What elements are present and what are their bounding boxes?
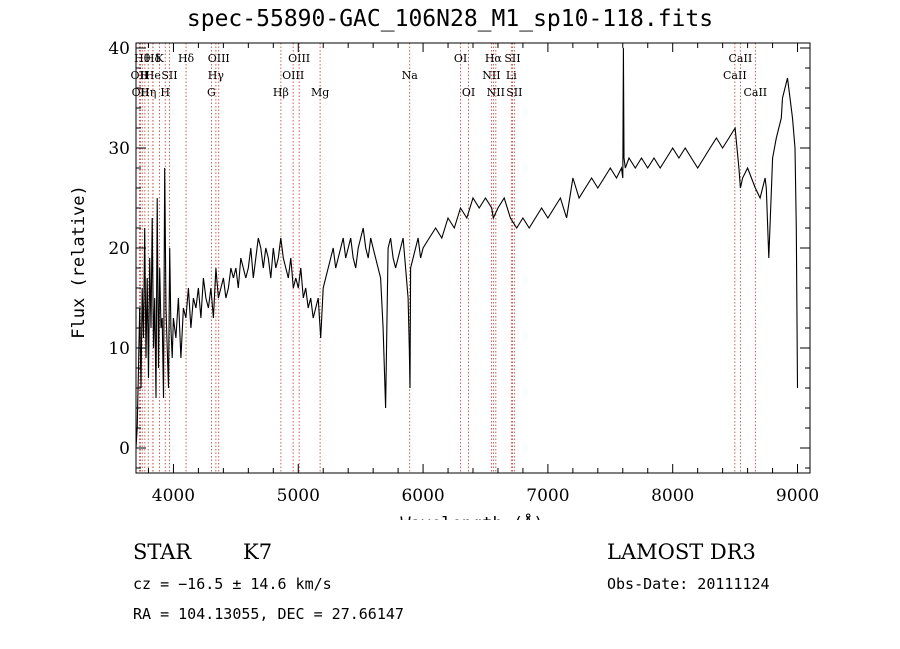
spectrum-line (135, 47, 799, 449)
x-tick-label: 8000 (651, 486, 694, 506)
y-axis-label: Flux (relative) (69, 185, 89, 339)
line-label: Hγ (208, 69, 225, 82)
axes: 4000 5000 6000 7000 8000 9000 0 10 20 30 40 (108, 39, 819, 506)
line-label: OI (462, 86, 475, 99)
line-label: CaII (729, 52, 753, 65)
chart-title: spec-55890-GAC_106N28_M1_sp10-118.fits (186, 6, 714, 32)
line-label: K (155, 52, 164, 65)
line-label: Hα (485, 52, 503, 65)
line-label: He (145, 69, 161, 82)
y-tick-label: 30 (108, 139, 130, 159)
spectral-line-markers (138, 43, 756, 473)
line-label: OIII (288, 52, 310, 65)
line-label: OII (131, 69, 149, 82)
line-label: OIII (208, 52, 230, 65)
x-tick-label: 5000 (277, 486, 320, 506)
line-label: SII (506, 86, 522, 99)
coordinates: RA = 104.13055, DEC = 27.66147 (133, 605, 404, 623)
spectrum-chart: OIIOIIHθHHηHδHeKHSIIHδGHγOIIIHβOIIIOIIIM… (69, 39, 819, 520)
obs-date: Obs-Date: 20111124 (607, 575, 770, 593)
y-tick-label: 20 (108, 239, 130, 259)
line-label: Li (506, 69, 517, 82)
y-tick-label: 10 (108, 339, 130, 359)
line-label: Hη (140, 86, 156, 99)
line-label: CaII (743, 86, 767, 99)
spectral-subclass: K7 (243, 540, 273, 564)
redshift-text: cz = −16.5 ± 14.6 km/s (133, 575, 332, 593)
line-label: Hδ (145, 52, 162, 65)
line-label: CaII (723, 69, 747, 82)
line-label: Hδ (178, 52, 195, 65)
line-label: OI (454, 52, 467, 65)
line-label: SII (504, 52, 520, 65)
line-label: Na (402, 69, 419, 82)
y-tick-label: 0 (119, 439, 130, 459)
line-label: OIII (282, 69, 304, 82)
x-axis-label: Wavelength (Å) (400, 512, 543, 520)
line-label: SII (161, 69, 177, 82)
x-tick-label: 6000 (401, 486, 444, 506)
line-label: NII (482, 69, 500, 82)
line-label: Hβ (273, 86, 289, 99)
plot-frame (135, 42, 811, 474)
line-label: H (140, 69, 150, 82)
x-tick-label: 9000 (776, 486, 819, 506)
line-label: Hθ (134, 52, 151, 65)
x-tick-label: 4000 (152, 486, 195, 506)
spectral-line-labels: OIIOIIHθHHηHδHeKHSIIHδGHγOIIIHβOIIIOIIIM… (131, 52, 768, 99)
line-label: NII (487, 86, 505, 99)
y-tick-label: 40 (108, 39, 130, 59)
line-label: G (207, 86, 216, 99)
x-tick-label: 7000 (526, 486, 569, 506)
object-class: STAR (133, 540, 192, 564)
line-label: Mg (311, 86, 329, 99)
survey-name: LAMOST DR3 (607, 540, 756, 564)
line-label: H (160, 86, 170, 99)
